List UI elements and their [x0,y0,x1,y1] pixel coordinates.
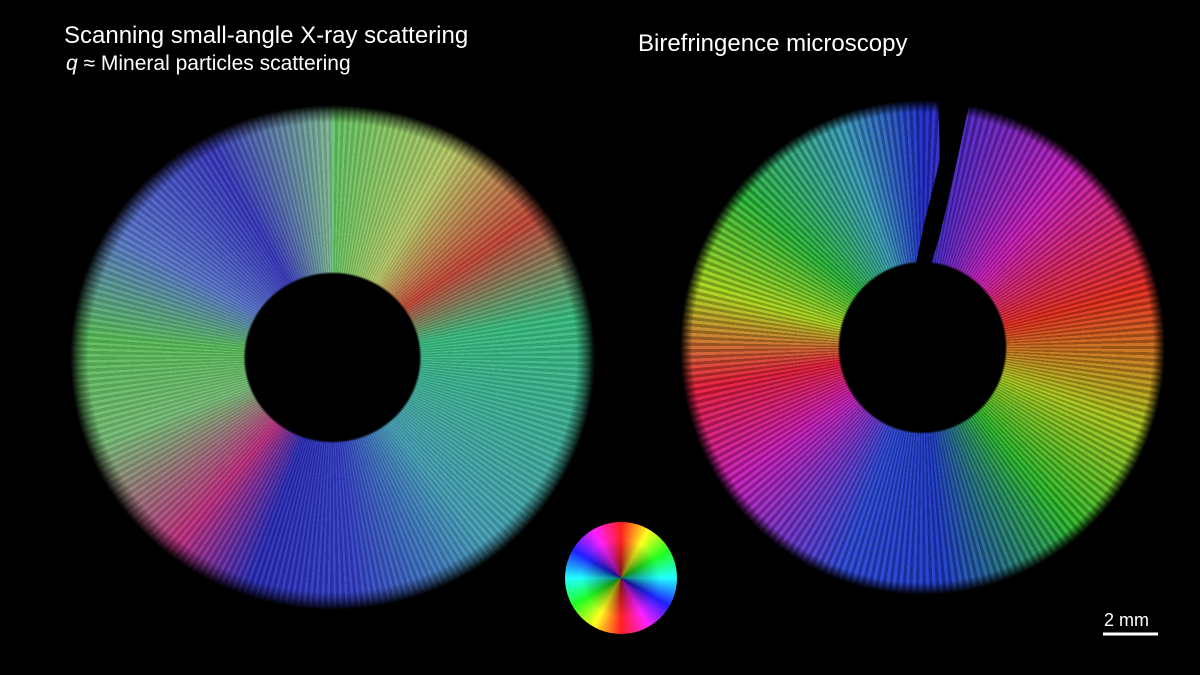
right-title: Birefringence microscopy [638,30,908,57]
birefringence-sample-image [680,100,1165,595]
sample-crack [915,92,972,268]
left-title: Scanning small-angle X-ray scattering [64,22,469,49]
subtitle-symbol: q [66,52,78,75]
left-subtitle: q ≈ Mineral particles scattering [66,52,351,76]
subtitle-text: ≈ Mineral particles scattering [83,52,351,75]
orientation-color-wheel [565,522,677,634]
saxs-sample-image [70,105,595,610]
scale-bar-label: 2 mm [1104,610,1149,630]
